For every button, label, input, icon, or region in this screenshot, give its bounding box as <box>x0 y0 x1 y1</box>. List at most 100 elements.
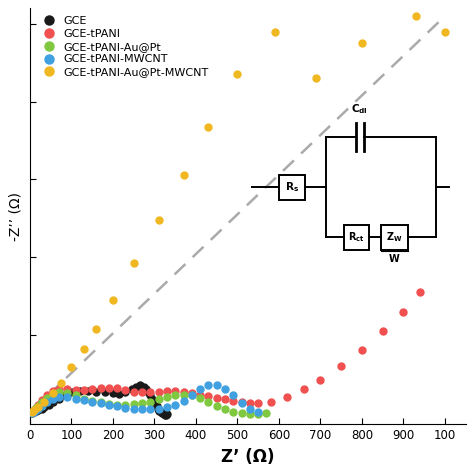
GCE <box>110 390 116 396</box>
GCE-tPANI-Au@Pt-MWCNT <box>81 346 87 352</box>
X-axis label: Z’ (Ω): Z’ (Ω) <box>221 447 274 465</box>
GCE-tPANI <box>29 409 35 415</box>
GCE-tPANI-Au@Pt <box>156 397 162 402</box>
GCE-tPANI-MWCNT <box>29 410 35 415</box>
GCE-tPANI <box>81 387 87 393</box>
GCE-tPANI <box>338 363 344 369</box>
GCE <box>156 408 162 414</box>
GCE-tPANI <box>31 408 37 413</box>
GCE-tPANI-MWCNT <box>123 405 128 411</box>
GCE-tPANI <box>255 401 261 406</box>
GCE-tPANI-Au@Pt <box>90 398 95 404</box>
GCE <box>116 391 122 397</box>
GCE-tPANI <box>417 289 423 295</box>
GCE-tPANI-MWCNT <box>90 399 95 404</box>
GCE <box>141 384 147 390</box>
GCE-tPANI <box>214 395 219 401</box>
GCE-tPANI <box>380 328 385 334</box>
GCE-tPANI-Au@Pt <box>64 390 70 396</box>
Line: GCE: GCE <box>28 382 170 419</box>
GCE-tPANI-Au@Pt-MWCNT <box>413 13 419 19</box>
GCE <box>77 388 82 394</box>
GCE-tPANI-Au@Pt <box>214 403 219 409</box>
GCE-tPANI-MWCNT <box>214 383 219 388</box>
GCE <box>29 410 35 415</box>
GCE-tPANI <box>36 402 41 408</box>
GCE-tPANI <box>197 392 203 398</box>
GCE <box>160 410 165 416</box>
GCE-tPANI-Au@Pt <box>131 401 137 407</box>
GCE-tPANI <box>147 390 153 395</box>
GCE-tPANI-Au@Pt-MWCNT <box>359 40 365 46</box>
GCE <box>154 403 159 409</box>
GCE <box>152 400 157 405</box>
GCE-tPANI-Au@Pt <box>39 399 45 404</box>
GCE-tPANI-Au@Pt <box>255 411 261 417</box>
GCE <box>133 384 138 390</box>
GCE-tPANI <box>239 400 245 405</box>
GCE-tPANI <box>90 386 95 392</box>
GCE-tPANI-Au@Pt <box>81 396 87 401</box>
GCE-tPANI-MWCNT <box>247 406 253 411</box>
GCE-tPANI <box>206 393 211 399</box>
GCE-tPANI <box>222 397 228 402</box>
GCE-tPANI <box>73 387 79 393</box>
GCE <box>155 406 161 411</box>
GCE-tPANI-Au@Pt-MWCNT <box>93 326 99 331</box>
GCE-tPANI-Au@Pt <box>50 391 55 397</box>
GCE <box>36 408 41 413</box>
GCE <box>31 409 37 415</box>
GCE <box>69 390 74 395</box>
GCE <box>33 408 39 414</box>
GCE-tPANI-MWCNT <box>139 407 145 412</box>
Line: GCE-tPANI-MWCNT: GCE-tPANI-MWCNT <box>28 382 262 416</box>
GCE-tPANI <box>33 405 39 411</box>
GCE-tPANI-MWCNT <box>73 396 79 401</box>
GCE-tPANI-MWCNT <box>106 402 112 408</box>
GCE-tPANI <box>98 386 103 392</box>
GCE-tPANI-Au@Pt <box>44 395 49 401</box>
GCE <box>123 389 128 394</box>
GCE-tPANI-Au@Pt <box>264 410 269 416</box>
GCE-tPANI-Au@Pt <box>222 407 228 412</box>
GCE-tPANI <box>164 388 170 394</box>
GCE-tPANI-Au@Pt <box>239 410 245 416</box>
GCE-tPANI <box>301 386 307 392</box>
GCE-tPANI-MWCNT <box>33 408 39 413</box>
GCE <box>42 404 47 410</box>
GCE-tPANI-Au@Pt <box>164 394 170 400</box>
GCE-tPANI <box>268 399 273 404</box>
GCE-tPANI <box>156 389 162 394</box>
GCE-tPANI <box>50 388 55 394</box>
GCE-tPANI-MWCNT <box>181 398 186 404</box>
GCE-tPANI-Au@Pt <box>36 403 41 409</box>
GCE-tPANI-MWCNT <box>156 406 162 411</box>
GCE-tPANI <box>173 388 178 394</box>
GCE-tPANI-MWCNT <box>114 403 120 409</box>
GCE-tPANI-MWCNT <box>31 409 37 415</box>
GCE <box>63 392 68 398</box>
GCE <box>158 409 164 415</box>
GCE <box>39 406 45 411</box>
GCE-tPANI-MWCNT <box>189 392 195 398</box>
GCE-tPANI-MWCNT <box>164 404 170 410</box>
GCE-tPANI <box>401 309 406 314</box>
GCE-tPANI-Au@Pt <box>31 408 37 413</box>
GCE-tPANI-MWCNT <box>197 386 203 392</box>
GCE-tPANI-MWCNT <box>64 394 70 400</box>
GCE-tPANI-Au@Pt <box>139 401 145 406</box>
Line: GCE-tPANI-Au@Pt-MWCNT: GCE-tPANI-Au@Pt-MWCNT <box>28 13 448 415</box>
GCE <box>147 392 153 398</box>
GCE-tPANI-Au@Pt-MWCNT <box>110 297 116 303</box>
GCE-tPANI <box>318 377 323 383</box>
GCE-tPANI <box>106 385 112 391</box>
GCE-tPANI-Au@Pt <box>206 399 211 404</box>
GCE-tPANI-Au@Pt <box>73 392 79 398</box>
GCE <box>137 383 143 388</box>
GCE-tPANI <box>56 386 62 392</box>
GCE-tPANI-Au@Pt-MWCNT <box>42 399 47 404</box>
GCE <box>161 411 166 417</box>
GCE <box>85 388 91 394</box>
GCE-tPANI-Au@Pt-MWCNT <box>131 261 137 266</box>
GCE-tPANI-MWCNT <box>131 406 137 411</box>
